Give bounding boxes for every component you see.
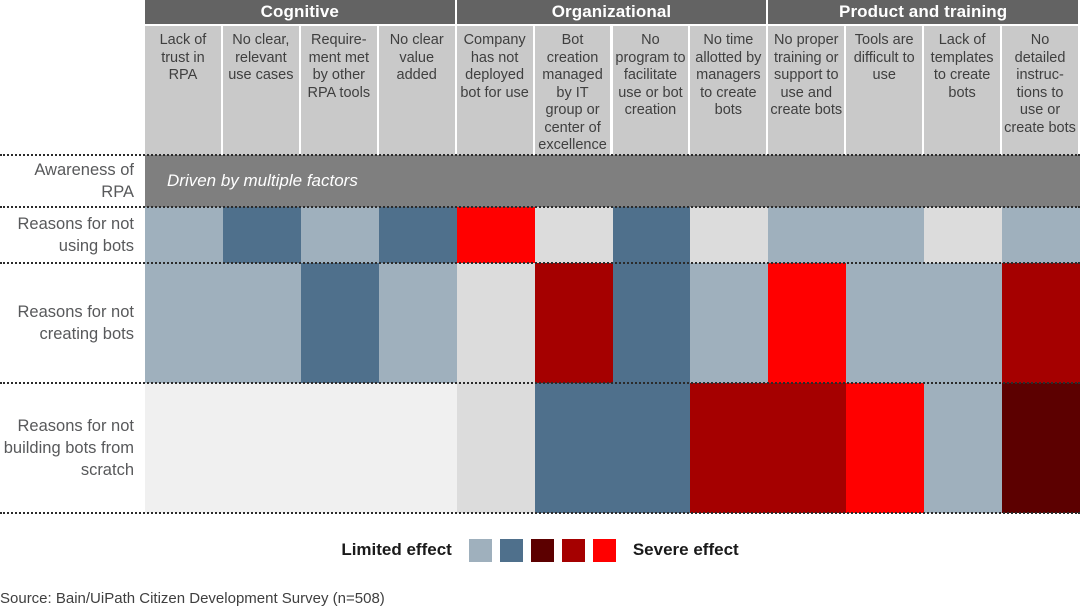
heat-cell-r2-c5: [534, 263, 613, 383]
column-header-7: No time allotted by managers to create b…: [690, 26, 767, 155]
heat-cell-r2-c1: [222, 263, 301, 383]
column-group-label: Cognitive: [260, 2, 339, 21]
column-header-8: No proper training or support to use and…: [768, 26, 845, 155]
heat-cell-r2-c4: [456, 263, 535, 383]
heat-cell-r3-c11: [1002, 383, 1080, 513]
column-header-label: No clear value added: [389, 32, 444, 83]
heat-cell-r3-c1: [222, 383, 301, 513]
heat-cell-r1-c7: [690, 207, 769, 263]
heat-cell-r3-c10: [924, 383, 1003, 513]
column-header-6: No program to facilitate use or bot crea…: [612, 26, 689, 155]
heat-cell-r1-c9: [846, 207, 925, 263]
heat-cell-r3-c7: [690, 383, 769, 513]
heat-cell-r1-c6: [612, 207, 691, 263]
heat-cell-r3-c9: [846, 383, 925, 513]
row-label-1: Reasons for not using bots: [0, 207, 143, 263]
column-header-label: Bot creation managed by IT group or cent…: [538, 32, 607, 153]
heat-cell-r3-c2: [300, 383, 379, 513]
heat-cell-r3-c6: [612, 383, 691, 513]
column-group-organizational: Organizational: [456, 0, 767, 24]
heat-cell-r2-c10: [924, 263, 1003, 383]
heat-cell-r3-c0: [145, 383, 223, 513]
row-label-0: Awareness of RPA: [0, 155, 143, 207]
annotation-text: Driven by multiple factors: [167, 171, 358, 190]
heat-cell-r3-c3: [378, 383, 457, 513]
heat-cell-r3-c4: [456, 383, 535, 513]
column-header-label: No program to facilitate use or bot crea…: [615, 32, 686, 118]
column-header-1: No clear, relevant use cases: [222, 26, 299, 155]
heat-cell-r2-c2: [300, 263, 379, 383]
column-header-label: Lack of trust in RPA: [159, 32, 207, 83]
legend-swatch-moderate: [499, 538, 523, 562]
row-label-text: Awareness of RPA: [34, 161, 134, 201]
legend-low-label: Limited effect: [341, 540, 452, 559]
row-label-text: Reasons for not using bots: [17, 215, 134, 255]
column-header-0: Lack of trust in RPA: [145, 26, 221, 155]
column-header-10: Lack of templates to create bots: [924, 26, 1001, 155]
column-header-label: No detailed instruc- tions to use or cre…: [1004, 32, 1076, 136]
row-separator-4: [0, 512, 1080, 514]
row-label-text: Reasons for not creating bots: [17, 303, 134, 343]
heat-cell-r1-c0: [145, 207, 223, 263]
legend: Limited effect Severe effect: [0, 530, 1080, 570]
heat-cell-r1-c11: [1002, 207, 1080, 263]
heat-cell-r2-c0: [145, 263, 223, 383]
column-header-label: Require- ment met by other RPA tools: [307, 32, 371, 101]
heat-cell-r1-c10: [924, 207, 1003, 263]
heat-cell-r1-c1: [222, 207, 301, 263]
column-header-3: No clear value added: [378, 26, 455, 155]
heat-cell-r2-c3: [378, 263, 457, 383]
legend-high-label: Severe effect: [632, 540, 739, 559]
column-group-cognitive: Cognitive: [145, 0, 455, 24]
heat-cell-r1-c8: [768, 207, 847, 263]
column-header-4: Company has not deployed bot for use: [456, 26, 533, 155]
heat-cell-r2-c6: [612, 263, 691, 383]
column-header-2: Require- ment met by other RPA tools: [300, 26, 377, 155]
row-separator-1: [0, 206, 1080, 208]
source-note: Source: Bain/UiPath Citizen Development …: [0, 590, 385, 607]
heat-cell-r2-c9: [846, 263, 925, 383]
column-header-label: Tools are difficult to use: [853, 32, 915, 83]
row-label-3: Reasons for not building bots from scrat…: [0, 383, 143, 513]
heat-cell-r1-c5: [534, 207, 613, 263]
row-separator-0: [0, 154, 1080, 156]
heat-cell-r1-c4: [456, 207, 535, 263]
heat-cell-r2-c11: [1002, 263, 1080, 383]
heat-cell-r2-c7: [690, 263, 769, 383]
column-group-label: Organizational: [551, 2, 672, 21]
column-header-11: No detailed instruc- tions to use or cre…: [1002, 26, 1078, 155]
legend-swatch-high: [530, 538, 554, 562]
legend-swatch-limited: [468, 538, 492, 562]
column-header-label: No proper training or support to use and…: [770, 32, 843, 118]
annotation-band: Driven by multiple factors: [145, 155, 1080, 207]
legend-swatch-most-severe: [592, 538, 616, 562]
row-separator-2: [0, 262, 1080, 264]
heat-cell-r3-c5: [534, 383, 613, 513]
heat-cell-r1-c3: [378, 207, 457, 263]
heat-cell-r2-c8: [768, 263, 847, 383]
column-header-9: Tools are difficult to use: [846, 26, 923, 155]
column-header-label: No clear, relevant use cases: [228, 32, 294, 83]
column-header-label: Company has not deployed bot for use: [460, 32, 529, 101]
row-separator-3: [0, 382, 1080, 384]
heat-cell-r1-c2: [300, 207, 379, 263]
row-label-text: Reasons for not building bots from scrat…: [3, 417, 134, 479]
column-group-label: Product and training: [839, 2, 1008, 21]
column-group-product-and-training: Product and training: [768, 0, 1078, 24]
column-header-label: Lack of templates to create bots: [930, 32, 994, 101]
column-header-label: No time allotted by managers to create b…: [695, 32, 762, 118]
legend-swatches: [468, 538, 616, 562]
column-header-5: Bot creation managed by IT group or cent…: [534, 26, 611, 155]
row-label-2: Reasons for not creating bots: [0, 263, 143, 383]
heat-cell-r3-c8: [768, 383, 847, 513]
legend-swatch-severe: [561, 538, 585, 562]
